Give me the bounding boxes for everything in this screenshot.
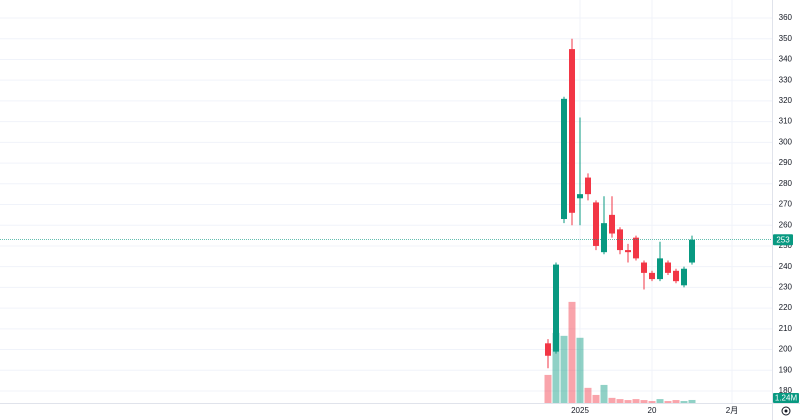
- candle-body: [561, 98, 567, 220]
- volume-bar: [632, 399, 640, 403]
- x-tick-label: 2025: [571, 406, 589, 415]
- candle-body: [553, 264, 559, 352]
- volume-bar: [656, 399, 664, 403]
- volume-bar: [576, 337, 584, 403]
- last-price-label: 253: [776, 235, 790, 244]
- candle-body: [657, 258, 663, 280]
- volume-bar: [552, 332, 560, 403]
- settings-button[interactable]: [781, 406, 791, 416]
- volume-bar: [568, 301, 576, 403]
- y-tick-label: 200: [779, 345, 793, 354]
- y-tick-label: 320: [779, 96, 793, 105]
- candle-body: [601, 223, 607, 253]
- y-tick-label: 280: [779, 179, 793, 188]
- volume-bar: [624, 400, 632, 403]
- x-tick-label: 2月: [726, 406, 738, 415]
- y-tick-label: 210: [779, 324, 793, 333]
- volume-bar: [640, 400, 648, 403]
- candle-body: [609, 214, 615, 234]
- last-price-tag: [773, 234, 793, 246]
- candle-body: [681, 268, 687, 286]
- y-tick-label: 300: [779, 137, 793, 146]
- volume-bar: [600, 384, 608, 403]
- y-tick-label: 350: [779, 34, 793, 43]
- y-tick-label: 190: [779, 365, 793, 374]
- y-tick-label: 290: [779, 158, 793, 167]
- y-tick-label: 180: [779, 386, 793, 395]
- volume-bar: [592, 394, 600, 403]
- candle-body: [689, 239, 695, 263]
- volume-bar: [608, 397, 616, 403]
- candle-body: [673, 270, 679, 282]
- candle-body: [641, 262, 647, 273]
- candle-body: [633, 237, 639, 259]
- candle-body: [649, 272, 655, 280]
- volume-bar: [672, 400, 680, 403]
- volume-bar: [584, 387, 592, 403]
- y-tick-label: 220: [779, 303, 793, 312]
- y-tick-label: 330: [779, 75, 793, 84]
- volume-bar: [664, 401, 672, 403]
- volume-bar: [688, 399, 696, 403]
- settings-icon[interactable]: [781, 406, 791, 416]
- candle-body: [625, 250, 631, 253]
- volume-bar: [544, 374, 552, 403]
- candle-body: [585, 177, 591, 195]
- candle-body: [545, 343, 551, 356]
- y-tick-label: 250: [779, 241, 793, 250]
- y-tick-label: 230: [779, 282, 793, 291]
- volume-bar: [616, 399, 624, 403]
- settings-icon-dot[interactable]: [784, 409, 788, 413]
- volume-bar: [648, 401, 656, 403]
- candle-body: [569, 49, 575, 213]
- y-tick-label: 260: [779, 220, 793, 229]
- y-tick-label: 340: [779, 55, 793, 64]
- x-tick-label: 20: [648, 406, 657, 415]
- volume-bar: [680, 401, 688, 403]
- candle-body: [577, 194, 583, 199]
- volume-label: 1.24M: [775, 394, 798, 403]
- y-tick-label: 360: [779, 13, 793, 22]
- y-tick-label: 270: [779, 200, 793, 209]
- volume-bar: [560, 335, 568, 403]
- candle-body: [665, 262, 671, 273]
- y-tick-label: 310: [779, 117, 793, 126]
- y-tick-label: 240: [779, 262, 793, 271]
- volume-tag: [773, 393, 799, 403]
- candle-body: [593, 202, 599, 246]
